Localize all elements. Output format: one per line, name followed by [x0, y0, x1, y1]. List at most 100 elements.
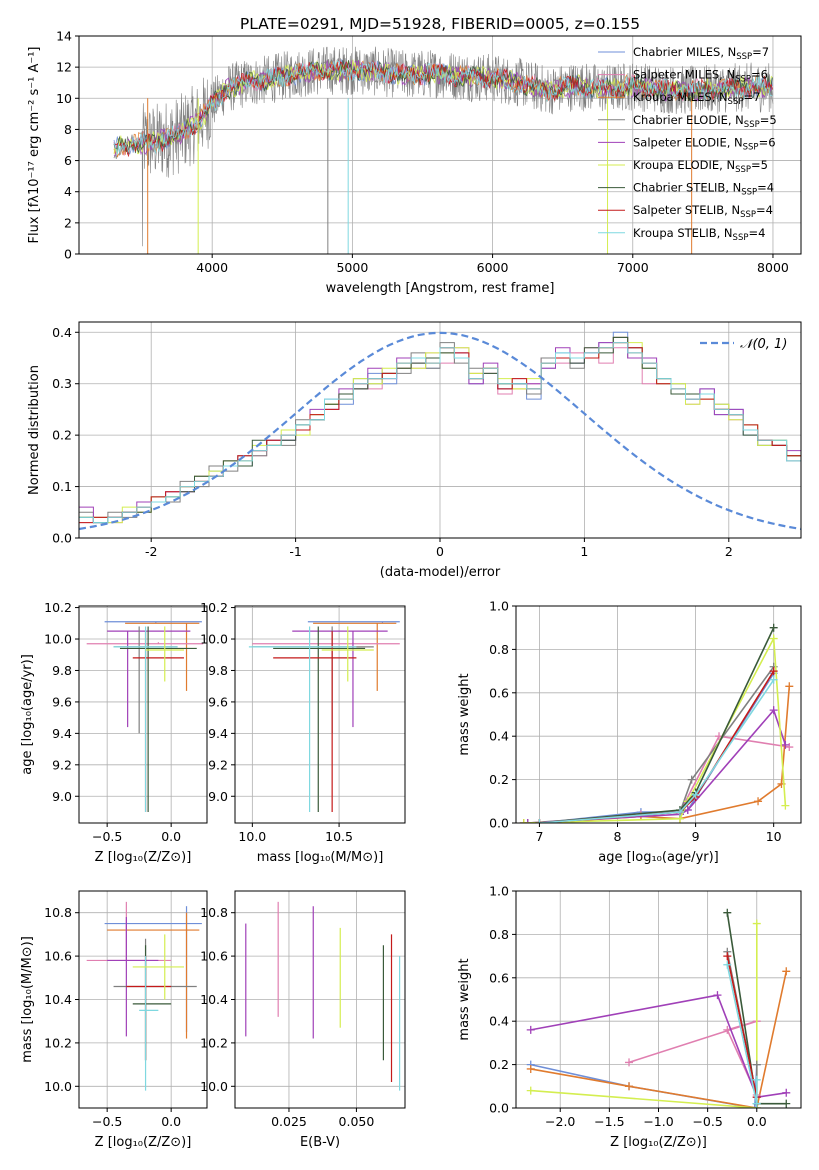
tick-label-y: 10: [56, 91, 72, 106]
plus-marker: [781, 740, 790, 749]
legend-text: Kroupa STELIB, N: [633, 226, 733, 240]
tick-label-x: −1.0: [643, 1114, 673, 1129]
figure-title: PLATE=0291, MJD=51928, FIBERID=0005, z=0…: [240, 15, 640, 33]
plus-marker: [752, 919, 761, 928]
mass-weight-line: [530, 923, 758, 1108]
histogram-step: [79, 347, 801, 538]
tick-label-y: 9.2: [52, 757, 72, 772]
plot-area: [113, 46, 774, 254]
tick-label-x: 8000: [757, 260, 789, 275]
plus-marker: [782, 1099, 791, 1108]
tick-label-x: 0.025: [271, 1114, 307, 1129]
legend-label: Chabrier MILES, NSSP=7: [633, 45, 769, 62]
tick-label-x: -2: [145, 544, 157, 559]
legend-label: Salpeter MILES, NSSP=6: [633, 68, 768, 85]
legend-label: Kroupa MILES, NSSP=7: [633, 90, 760, 107]
tick-label-y: 10.0: [200, 632, 228, 647]
tick-label-y: 9.4: [208, 726, 228, 741]
plus-marker: [691, 790, 700, 799]
legend-text: Chabrier MILES, N: [633, 45, 736, 59]
tick-label-y: 0.1: [52, 479, 72, 494]
tick-label-y: 9.0: [208, 789, 228, 804]
plus-marker: [723, 952, 732, 961]
histogram-step: [79, 336, 801, 538]
mass-weight-line: [628, 1020, 758, 1096]
plus-marker: [723, 908, 732, 917]
tick-label-y: 12: [56, 60, 72, 75]
axes-age_vs_mass: 10.0 10.5 9.0 9.2 9.4 9.6 9.8 10.0 10.2 mass [log…: [200, 600, 406, 865]
legend-label: 𝒩(0, 1): [740, 337, 787, 352]
tick-label-x: −0.5: [92, 829, 122, 844]
mass-weight-line: [523, 672, 775, 823]
tick-label-y: 0.0: [489, 816, 509, 831]
tick-label-x: 8: [614, 829, 622, 844]
plus-marker: [675, 808, 684, 817]
plus-marker: [785, 682, 794, 691]
legend-text: Chabrier ELODIE, N: [633, 113, 744, 127]
tick-label-y: 6: [64, 153, 72, 168]
legend-subscript: SSP: [736, 52, 752, 62]
tick-label-y: 14: [56, 29, 72, 44]
legend-subscript: SSP: [733, 233, 749, 243]
tick-label-y: 10.8: [200, 905, 228, 920]
tick-label-y: 2: [64, 215, 72, 230]
legend-label: Chabrier STELIB, NSSP=4: [633, 181, 774, 198]
plot-area: [526, 908, 791, 1108]
tick-label-y: 10.6: [200, 949, 228, 964]
tick-label-x: −0.5: [692, 1114, 722, 1129]
legend-tail: =7: [743, 90, 760, 104]
tick-label-y: 10.8: [44, 905, 72, 920]
legend-label: Salpeter ELODIE, NSSP=6: [633, 135, 776, 152]
tick-label-y: 1.0: [489, 884, 509, 899]
mass-weight-line: [523, 635, 787, 823]
tick-label-y: 0.6: [489, 970, 509, 985]
tick-label-y: 9.0: [52, 789, 72, 804]
axis-label-x: (data-model)/error: [380, 565, 501, 580]
axis-label-x: mass [log₁₀(M/M⊙)]: [257, 850, 384, 865]
legend-label: Kroupa ELODIE, NSSP=5: [633, 158, 768, 175]
axis-label-x: Z [log₁₀(Z/Z⊙)]: [610, 1135, 707, 1150]
mass-weight-line: [539, 670, 775, 823]
plus-marker: [523, 819, 532, 823]
tick-label-y: 0.2: [489, 772, 509, 787]
tick-label-y: 0.8: [489, 927, 509, 942]
plus-marker: [754, 797, 763, 806]
plus-marker: [723, 960, 732, 969]
tick-label-x: -1: [289, 544, 301, 559]
tick-label-x: 7000: [617, 260, 649, 275]
plus-marker: [526, 1064, 535, 1073]
axes-frame: [515, 605, 802, 824]
plus-marker: [526, 1086, 535, 1095]
tick-label-y: 10.4: [44, 992, 72, 1007]
tick-label-y: 0.8: [489, 642, 509, 657]
axis-label-x: E(B-V): [300, 1135, 340, 1150]
tick-label-y: 0.3: [52, 376, 72, 391]
plus-marker: [683, 805, 692, 814]
tick-label-y: 10.0: [200, 1079, 228, 1094]
axes-massweight_vs_Z: −2.0 −1.5 −1.0 −0.5 0.0 0.0 0.2 0.4 0.6 0.8 1.0 Z […: [457, 884, 802, 1150]
mass-weight-line: [530, 994, 787, 1099]
axes-mass_vs_ebv: 0.025 0.050 10.0 10.2 10.4 10.6 10.8 E(B-V): [200, 890, 406, 1150]
tick-label-y: 0.0: [489, 1101, 509, 1116]
tick-label-x: 2: [725, 544, 733, 559]
plus-marker: [752, 1099, 761, 1108]
tick-label-x: 1: [580, 544, 588, 559]
legend-subscript: SSP: [741, 188, 757, 198]
tick-label-y: 10.0: [44, 632, 72, 647]
axis-label-x: wavelength [Angstrom, rest frame]: [326, 281, 555, 296]
plus-marker: [625, 1082, 634, 1091]
histogram-step: [79, 342, 801, 538]
legend-subscript: SSP: [735, 165, 751, 175]
tick-label-x: 0: [436, 544, 444, 559]
axis-label-y: age [log₁₀(age/yr)]: [20, 654, 35, 775]
tick-label-y: 10.4: [200, 992, 228, 1007]
plus-marker: [713, 991, 722, 1000]
histogram-step: [79, 336, 801, 538]
tick-label-x: 10.5: [325, 829, 353, 844]
tick-label-y: 0.4: [52, 325, 72, 340]
tick-label-y: 9.8: [208, 663, 228, 678]
legend-label: Salpeter STELIB, NSSP=4: [633, 203, 773, 220]
tick-label-y: 9.6: [208, 694, 228, 709]
legend-text: Salpeter STELIB, N: [633, 203, 740, 217]
